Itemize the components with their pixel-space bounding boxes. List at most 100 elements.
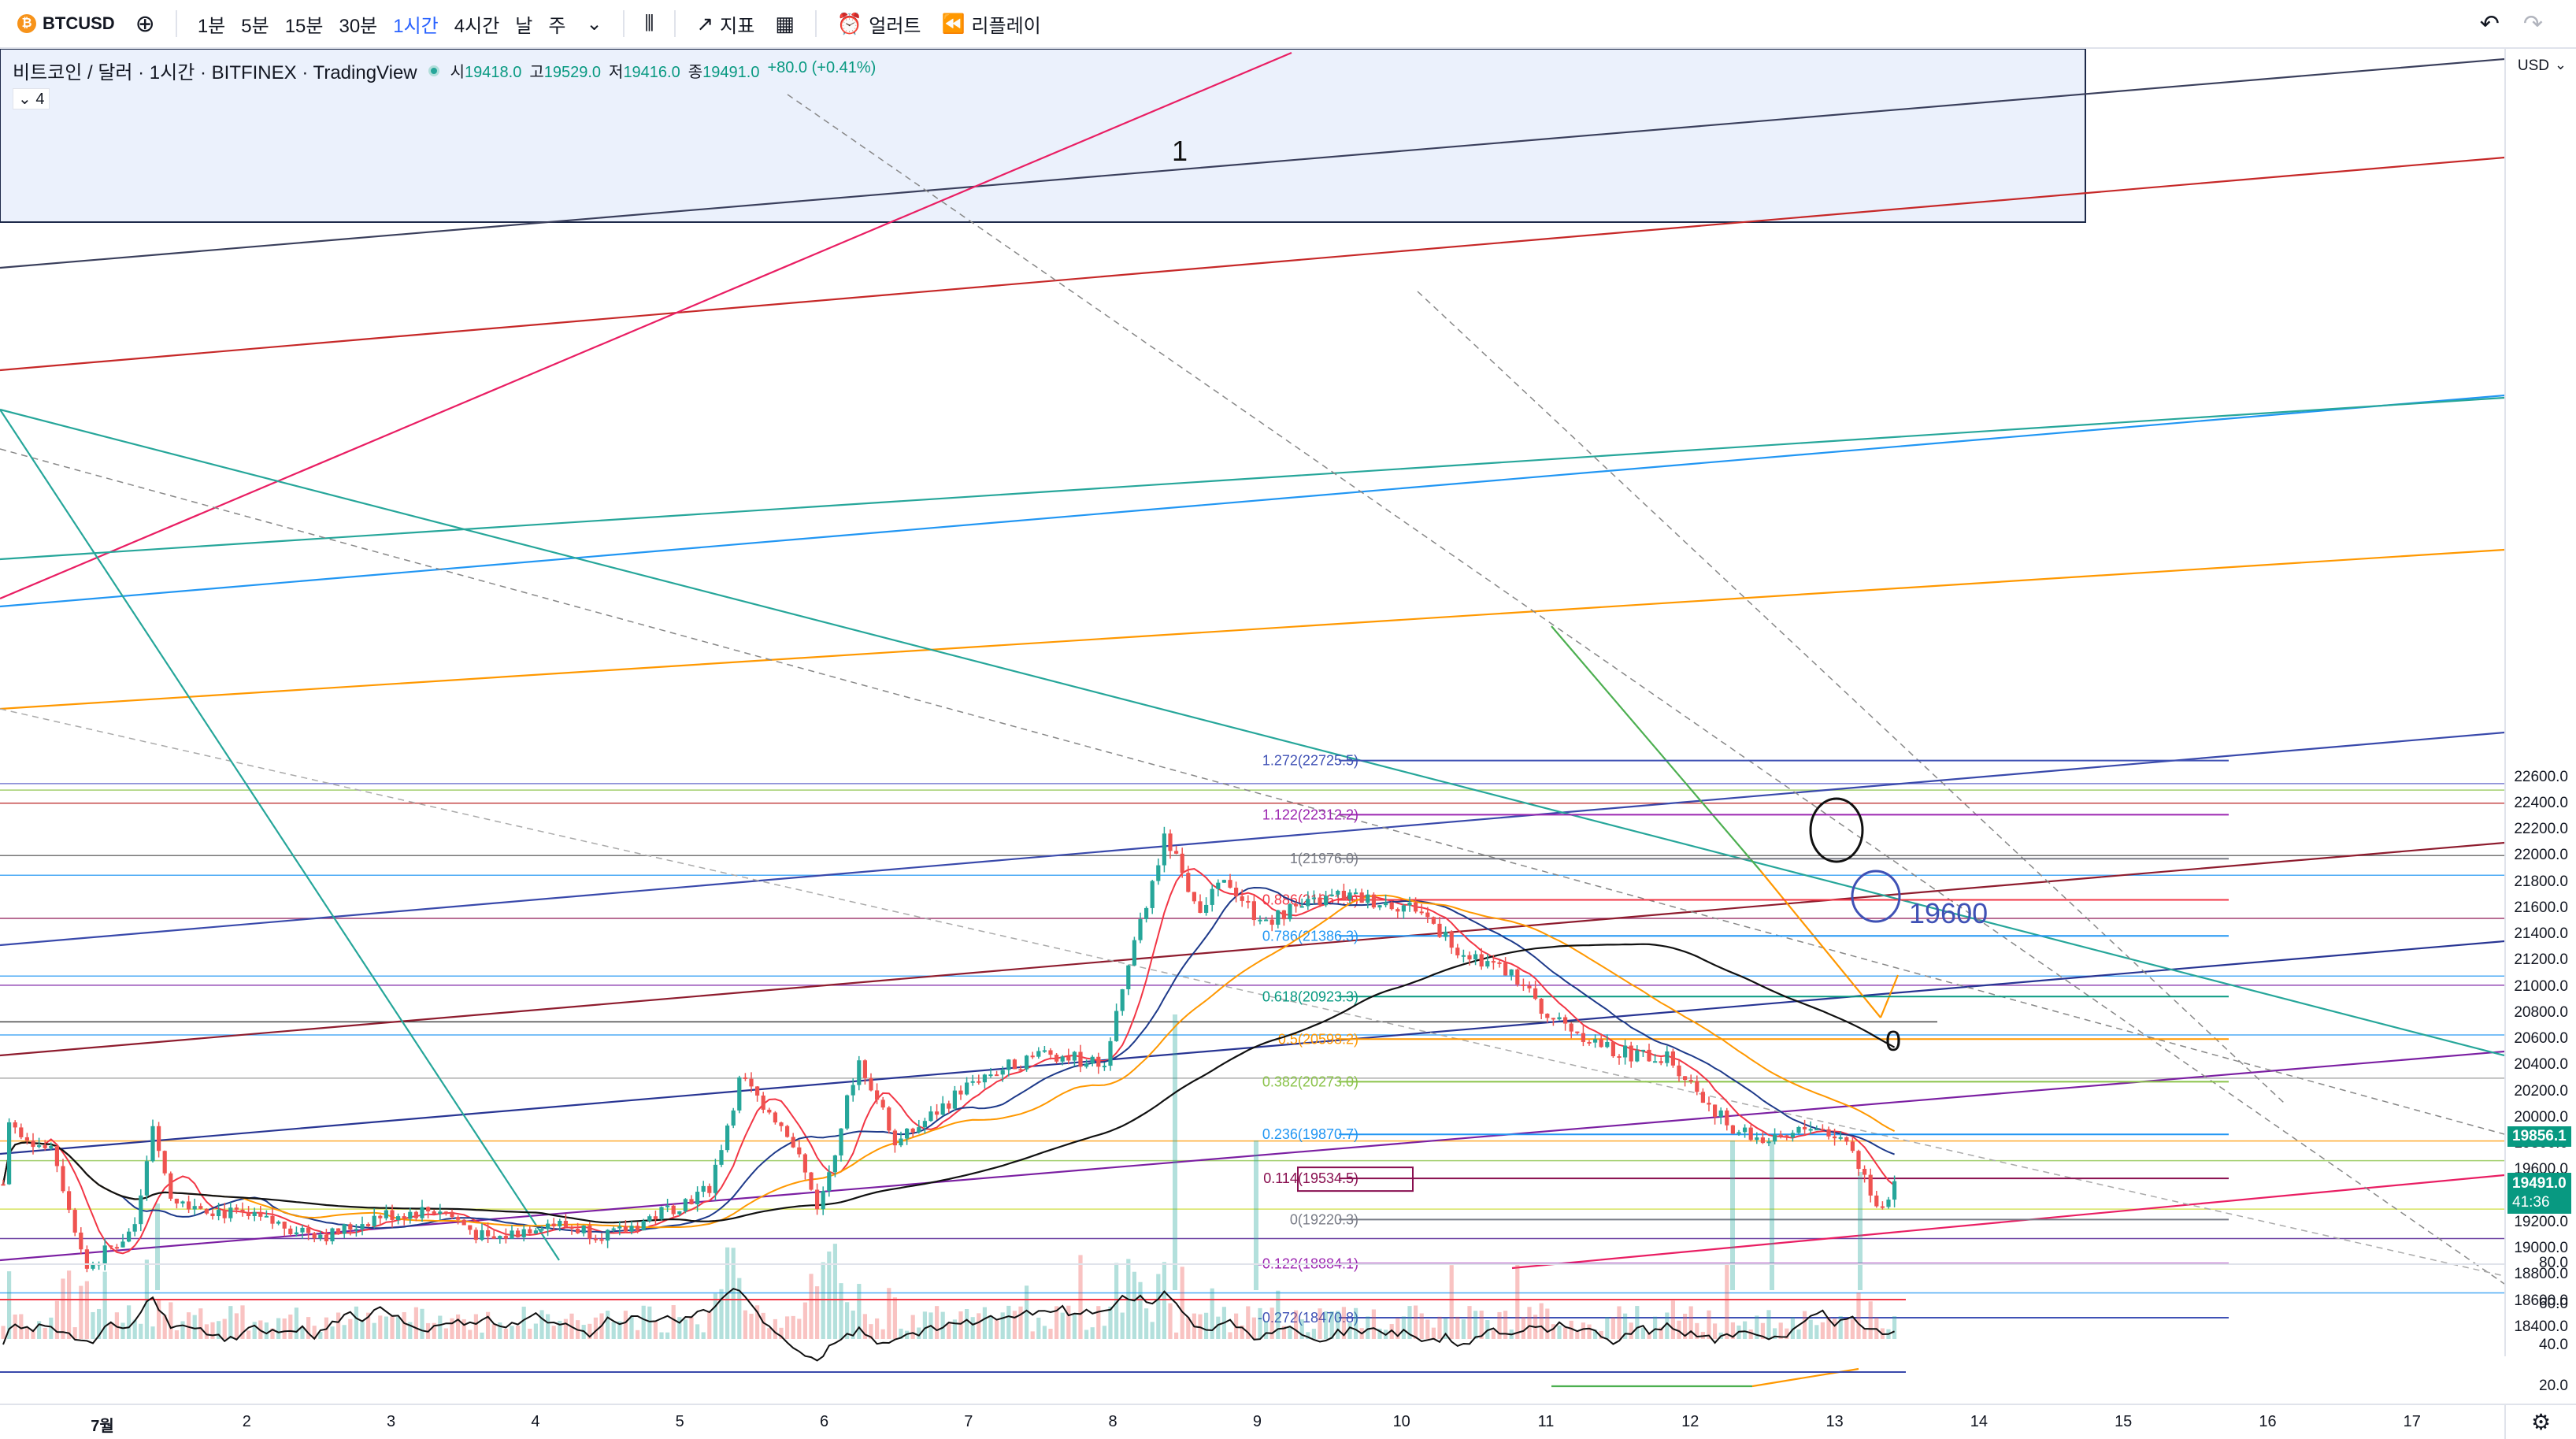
candle-body bbox=[294, 1232, 298, 1235]
indicator-toggle[interactable]: ⌄ 4 bbox=[13, 88, 50, 109]
volume-bar bbox=[1796, 1329, 1801, 1339]
volume-bar bbox=[336, 1312, 341, 1339]
price-axis[interactable]: USD ⌄ 22600.0 22400.0 22200.0 22000.0 21800.… bbox=[2504, 49, 2576, 1394]
volume-bar bbox=[1288, 1326, 1292, 1339]
symbol-button[interactable]: ₿ BTCUSD bbox=[9, 9, 123, 39]
candle-body bbox=[1880, 1206, 1885, 1208]
compare-button[interactable]: ⊕ bbox=[128, 6, 163, 43]
volume-bar bbox=[1803, 1311, 1807, 1339]
volume-bar bbox=[899, 1328, 903, 1339]
price-tick: 22600.0 bbox=[2514, 768, 2568, 785]
chart-canvas[interactable]: 1.272(22725.5) 1.122(22312.2) 1(21976.0) 0.… bbox=[0, 49, 2504, 1404]
candle-body bbox=[1503, 962, 1508, 976]
volume-bar bbox=[1395, 1318, 1400, 1339]
candle-body bbox=[1653, 1061, 1658, 1063]
fib-level-label: 1.272(22725.5) bbox=[1262, 753, 1358, 769]
grid-icon: ▦ bbox=[775, 11, 795, 35]
candle-body bbox=[180, 1201, 185, 1203]
volume-bar bbox=[707, 1311, 712, 1339]
volume-bar bbox=[1254, 1140, 1258, 1290]
candle-body bbox=[306, 1227, 311, 1233]
interval-5[interactable]: 4시간 bbox=[454, 15, 500, 37]
settings-gear-icon[interactable]: ⚙ bbox=[2504, 1404, 2576, 1439]
candle-body bbox=[821, 1191, 825, 1210]
time-tick: 16 bbox=[2259, 1413, 2277, 1430]
interval-3[interactable]: 30분 bbox=[339, 15, 378, 37]
volume-bar bbox=[1066, 1305, 1071, 1339]
volume-bar bbox=[839, 1283, 843, 1339]
volume-bar bbox=[97, 1308, 102, 1339]
volume-bar bbox=[528, 1328, 532, 1339]
volume-bar bbox=[713, 1293, 717, 1339]
chart-type-button[interactable]: ⫴ bbox=[637, 6, 662, 42]
redo-icon[interactable]: ↷ bbox=[2522, 10, 2543, 37]
candle-body bbox=[1311, 897, 1316, 899]
interval-1[interactable]: 5분 bbox=[241, 15, 269, 37]
volume-bar bbox=[641, 1305, 646, 1339]
volume-bar bbox=[1461, 1319, 1466, 1339]
volume-bar bbox=[1730, 1140, 1735, 1290]
candle-body bbox=[1683, 1076, 1688, 1081]
candle-body bbox=[1659, 1061, 1663, 1063]
candle-body bbox=[1329, 894, 1334, 896]
candle-body bbox=[1025, 1055, 1029, 1070]
interval-6[interactable]: 날 bbox=[515, 15, 533, 37]
candle-body bbox=[217, 1210, 221, 1217]
volume-bar bbox=[222, 1318, 227, 1339]
legend-title: 비트코인 / 달러 · 1시간 · BITFINEX · TradingView bbox=[13, 62, 417, 83]
candle-body bbox=[1455, 948, 1460, 955]
volume-bar bbox=[659, 1332, 664, 1339]
price-tick: 21000.0 bbox=[2514, 977, 2568, 995]
volume-bar bbox=[318, 1332, 323, 1339]
candle-body bbox=[1868, 1174, 1873, 1196]
interval-4[interactable]: 1시간 bbox=[393, 15, 439, 37]
time-tick: 12 bbox=[1681, 1413, 1699, 1430]
volume-bar bbox=[851, 1310, 855, 1339]
time-tick: 17 bbox=[2403, 1413, 2421, 1430]
trendline bbox=[0, 1050, 2504, 1262]
candle-body bbox=[1126, 965, 1131, 989]
layout-button[interactable]: ▦ bbox=[767, 7, 802, 41]
volume-bar bbox=[210, 1322, 215, 1339]
time-axis[interactable]: 7월 2 3 4 5 6 7 8 9 10 11 12 13 14 15 16 17 bbox=[0, 1404, 2504, 1439]
candle-body bbox=[695, 1192, 700, 1204]
candle-body bbox=[1395, 909, 1400, 912]
price-tick: 21200.0 bbox=[2514, 951, 2568, 969]
volume-bar bbox=[491, 1324, 496, 1339]
supply-zone bbox=[0, 49, 2086, 223]
candle-body bbox=[1108, 1040, 1113, 1066]
volume-bar bbox=[869, 1324, 873, 1339]
indicators-button[interactable]: ↗ 지표 bbox=[688, 6, 762, 43]
chevron-down-icon: ⌄ bbox=[586, 13, 602, 35]
alert-button[interactable]: ⏰ 얼러트 bbox=[829, 6, 929, 43]
candle-body bbox=[1198, 901, 1203, 913]
volume-bar bbox=[880, 1329, 885, 1339]
candle-body bbox=[1336, 890, 1340, 895]
volume-bar bbox=[1246, 1306, 1251, 1339]
replay-button[interactable]: ⏪ 리플레이 bbox=[934, 6, 1049, 43]
interval-dropdown[interactable]: ⌄ bbox=[578, 8, 610, 40]
price-tick: 20000.0 bbox=[2514, 1108, 2568, 1126]
volume-bar bbox=[390, 1315, 395, 1339]
interval-0[interactable]: 1분 bbox=[197, 15, 226, 37]
candle-body bbox=[683, 1199, 688, 1211]
candle-body bbox=[1790, 1133, 1795, 1138]
interval-7[interactable]: 주 bbox=[548, 15, 566, 37]
candle-body bbox=[420, 1207, 424, 1218]
volume-bar bbox=[516, 1326, 521, 1339]
fib-highlight-box bbox=[1297, 1166, 1414, 1192]
candle-body bbox=[1060, 1056, 1065, 1062]
volume-bar bbox=[1180, 1267, 1184, 1339]
volume-bar bbox=[264, 1322, 269, 1339]
undo-icon[interactable]: ↶ bbox=[2479, 10, 2500, 37]
volume-bar bbox=[617, 1321, 622, 1339]
candle-body bbox=[623, 1226, 628, 1232]
interval-2[interactable]: 15분 bbox=[284, 15, 324, 37]
volume-bar bbox=[1593, 1330, 1598, 1339]
candle-body bbox=[970, 1081, 975, 1083]
interval-group: 1분 5분 15분 30분 1시간 4시간 날 주 bbox=[190, 6, 574, 43]
volume-bar bbox=[1012, 1311, 1017, 1339]
candle-body bbox=[1425, 912, 1430, 918]
volume-bar bbox=[623, 1311, 628, 1339]
moving-average-line bbox=[2, 894, 1896, 1229]
